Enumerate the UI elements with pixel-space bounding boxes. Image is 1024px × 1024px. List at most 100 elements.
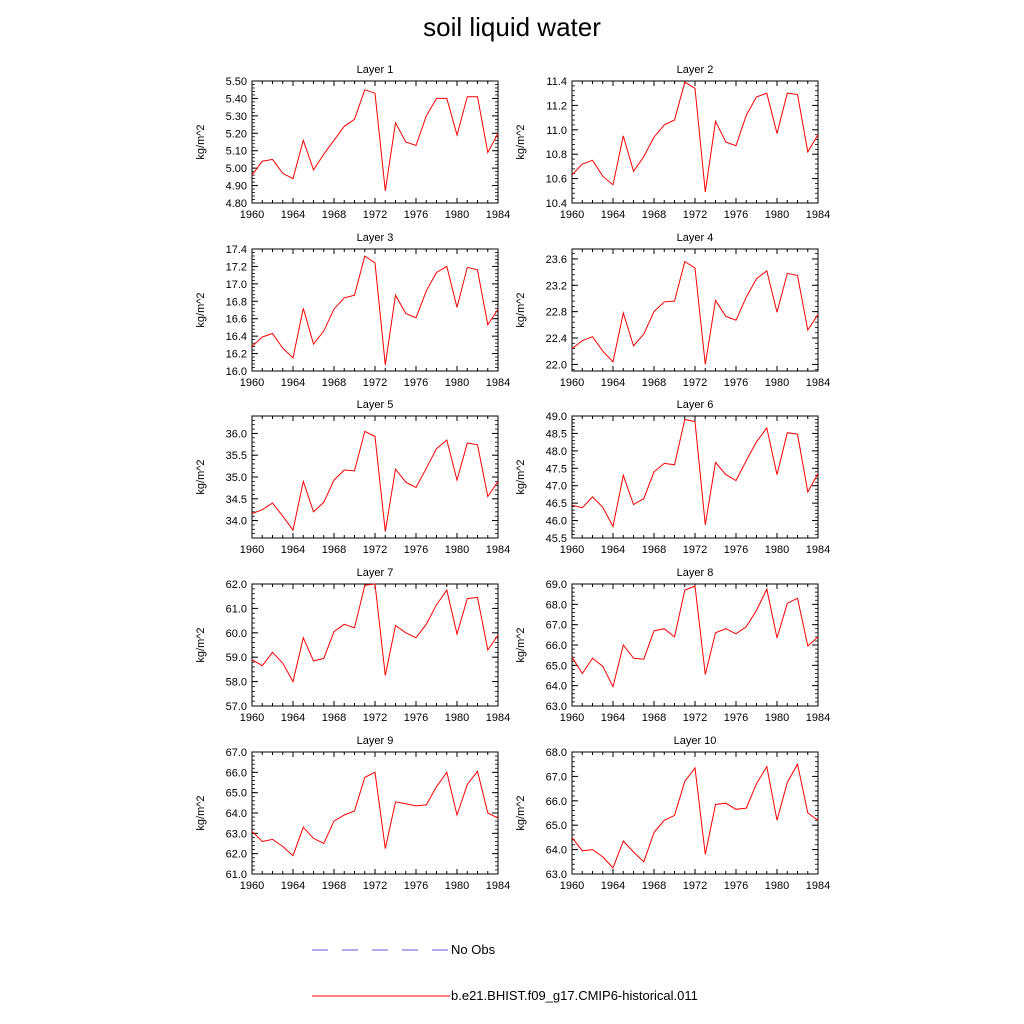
y-tick-label: 49.0	[546, 411, 567, 423]
x-tick-label: 1964	[281, 209, 305, 221]
y-axis-label: kg/m^2	[195, 795, 207, 830]
y-tick-label: 5.10	[226, 146, 247, 158]
x-tick-label: 1976	[404, 544, 428, 556]
x-tick-label: 1968	[322, 209, 346, 221]
y-axis-label: kg/m^2	[195, 124, 207, 159]
plot-frame	[571, 248, 819, 372]
y-tick-label: 59.0	[226, 652, 247, 664]
y-tick-label: 68.0	[546, 599, 567, 611]
panel-5: Layer 5 kg/m^2 1960 1964 1968 1972 1976 1980 198…	[195, 399, 510, 556]
x-tick-label: 1980	[765, 377, 789, 389]
y-tick-label: 36.0	[226, 428, 247, 440]
y-tick-label: 66.0	[546, 640, 567, 652]
series-line	[571, 81, 819, 193]
panel-4: Layer 4 kg/m^2 1960 1964 1968 1972 1976 1980 198…	[515, 232, 830, 389]
y-tick-label: 65.0	[546, 660, 567, 672]
x-tick-label: 1968	[642, 209, 666, 221]
y-tick-label: 35.0	[226, 472, 247, 484]
x-tick-label: 1984	[486, 377, 510, 389]
y-tick-label: 11.4	[546, 76, 567, 88]
x-tick-label: 1972	[363, 880, 387, 892]
x-tick-label: 1964	[281, 880, 305, 892]
y-tick-label: 66.0	[546, 796, 567, 808]
y-tick-label: 65.0	[226, 788, 247, 800]
panel-title: Layer 4	[677, 232, 714, 244]
y-tick-label: 22.0	[546, 359, 567, 371]
x-tick-label: 1968	[322, 544, 346, 556]
x-tick-label: 1960	[240, 712, 264, 724]
x-tick-label: 1968	[642, 544, 666, 556]
x-tick-label: 1984	[806, 880, 830, 892]
y-tick-label: 66.0	[226, 767, 247, 779]
y-tick-label: 61.0	[226, 603, 247, 615]
x-tick-label: 1964	[601, 377, 625, 389]
x-tick-label: 1984	[486, 209, 510, 221]
x-tick-label: 1980	[765, 880, 789, 892]
panel-8: Layer 8 kg/m^2 1960 1964 1968 1972 1976 1980 198…	[515, 567, 830, 724]
y-tick-label: 16.6	[226, 314, 247, 326]
y-tick-label: 63.0	[226, 828, 247, 840]
plot-frame	[571, 583, 819, 707]
x-tick-label: 1964	[601, 712, 625, 724]
panel-10: Layer 10 kg/m^2 1960 1964 1968 1972 1976 1980 19…	[515, 735, 830, 892]
series-line	[251, 430, 499, 532]
y-axis-label: kg/m^2	[515, 292, 527, 327]
y-tick-label: 35.5	[226, 450, 247, 462]
series-line	[571, 260, 819, 365]
x-tick-label: 1964	[281, 377, 305, 389]
panel-title: Layer 10	[674, 735, 717, 747]
x-tick-label: 1960	[560, 712, 584, 724]
x-tick-label: 1976	[404, 209, 428, 221]
y-axis-label: kg/m^2	[195, 292, 207, 327]
x-tick-label: 1976	[404, 880, 428, 892]
x-tick-label: 1964	[601, 880, 625, 892]
y-tick-label: 16.0	[226, 366, 247, 378]
x-tick-label: 1968	[642, 880, 666, 892]
y-tick-label: 17.0	[226, 279, 247, 291]
y-tick-label: 58.0	[226, 677, 247, 689]
x-tick-label: 1960	[240, 209, 264, 221]
panel-3: Layer 3 kg/m^2 1960 1964 1968 1972 1976 1980 198…	[195, 232, 510, 389]
x-tick-label: 1984	[806, 544, 830, 556]
x-tick-label: 1964	[281, 544, 305, 556]
y-tick-label: 48.0	[546, 446, 567, 458]
y-tick-label: 22.8	[546, 307, 567, 319]
y-tick-label: 5.50	[226, 76, 247, 88]
x-tick-label: 1980	[445, 880, 469, 892]
series-line	[571, 585, 819, 689]
panel-title: Layer 1	[357, 64, 394, 76]
x-tick-label: 1984	[806, 377, 830, 389]
panel-7: Layer 7 kg/m^2 1960 1964 1968 1972 1976 1980 198…	[195, 567, 510, 724]
y-tick-label: 61.0	[226, 869, 247, 881]
y-axis-label: kg/m^2	[515, 795, 527, 830]
legend-no-obs-swatch	[312, 949, 448, 951]
plot-frame	[251, 415, 499, 539]
panel-title: Layer 7	[357, 567, 394, 579]
x-tick-label: 1976	[404, 377, 428, 389]
x-tick-label: 1972	[683, 209, 707, 221]
y-axis-label: kg/m^2	[515, 459, 527, 494]
x-tick-label: 1972	[683, 880, 707, 892]
y-tick-label: 16.8	[226, 296, 247, 308]
y-tick-label: 63.0	[546, 869, 567, 881]
y-tick-label: 69.0	[546, 579, 567, 591]
x-tick-label: 1960	[560, 209, 584, 221]
series-line	[251, 770, 499, 857]
y-tick-label: 67.0	[226, 747, 247, 759]
y-tick-label: 64.0	[546, 681, 567, 693]
y-tick-label: 62.0	[226, 849, 247, 861]
panel-title: Layer 3	[357, 232, 394, 244]
y-tick-label: 68.0	[546, 747, 567, 759]
x-tick-label: 1980	[765, 209, 789, 221]
x-tick-label: 1972	[683, 712, 707, 724]
y-tick-label: 34.0	[226, 516, 247, 528]
series-line	[251, 583, 499, 683]
series-line	[571, 418, 819, 528]
y-tick-label: 11.2	[546, 100, 567, 112]
y-tick-label: 46.0	[546, 516, 567, 528]
x-tick-label: 1980	[765, 712, 789, 724]
y-tick-label: 34.5	[226, 494, 247, 506]
panel-9: Layer 9 kg/m^2 1960 1964 1968 1972 1976 1980 198…	[195, 735, 510, 892]
y-tick-label: 4.80	[226, 198, 247, 210]
y-tick-label: 67.0	[546, 771, 567, 783]
